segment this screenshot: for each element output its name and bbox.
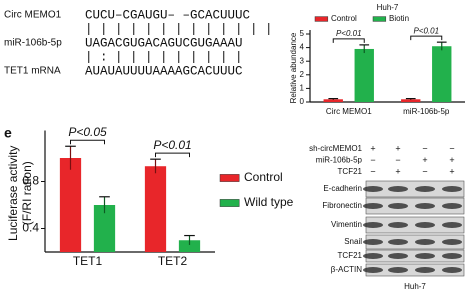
legend-swatch (372, 16, 387, 22)
y-tick-label: 1 (300, 84, 305, 93)
y-tick-label: 0 (300, 97, 305, 106)
legend-label: Control (244, 170, 283, 184)
cell-line-label: Huh-7 (404, 282, 426, 291)
blot-row-label: Snail (344, 237, 362, 246)
y-tick-label: 0.4 (22, 221, 39, 235)
x-tick-label: TET1 (73, 254, 103, 268)
condition-sign: + (449, 166, 454, 176)
blot-row-label: β-ACTIN (331, 265, 362, 274)
bar (323, 99, 343, 102)
legend-label: Control (331, 14, 357, 23)
condition-sign: − (449, 143, 454, 153)
y-axis-label: Luciferase activity (6, 146, 20, 241)
annotation: P<0.01 (153, 138, 191, 152)
y-tick-label: 0.8 (22, 174, 39, 188)
condition-sign: + (395, 166, 400, 176)
condition-sign: − (395, 155, 400, 165)
significance-bracket (155, 152, 190, 158)
band (388, 267, 408, 273)
legend-swatch (219, 199, 240, 207)
band (363, 203, 383, 209)
condition-sign: + (395, 143, 400, 153)
bar (178, 240, 201, 252)
condition-sign: + (422, 155, 427, 165)
pairing: | | | | | | | | | | | | | (85, 22, 273, 36)
x-tick-label: Circ MEMO1 (326, 107, 372, 116)
bar (432, 46, 452, 102)
x-tick-label: miR-106b-5p (403, 107, 450, 116)
y-tick-label: 4 (300, 43, 305, 52)
band (442, 203, 462, 209)
seq-label: Circ MEMO1 (4, 10, 62, 21)
sequence: UAGACGUGACAGUCGUGAAAU (85, 36, 243, 50)
condition-label: TCF21 (338, 167, 363, 176)
condition-sign: − (370, 166, 375, 176)
band (415, 203, 435, 209)
annotation: P<0.01 (413, 26, 439, 35)
chart-title: Huh-7 (377, 3, 399, 12)
condition-sign: − (422, 166, 427, 176)
annotation: P<0.05 (68, 125, 107, 139)
condition-sign: + (370, 143, 375, 153)
band (442, 267, 462, 273)
legend-label: Wild type (244, 195, 294, 209)
pairing: | : | | | | | | | | | (85, 50, 243, 64)
x-tick-label: TET2 (158, 254, 188, 268)
band (415, 186, 435, 192)
sequence: AUAUAUUUUAAAAGCACUUUC (85, 64, 243, 78)
seq-label: miR-106b-5p (4, 38, 62, 49)
western-blot (365, 180, 465, 277)
condition-sign: − (370, 155, 375, 165)
band (388, 222, 408, 228)
y-axis-label: Relative abundance (289, 32, 298, 103)
band (388, 239, 408, 245)
condition-label: sh-circMEMO1 (309, 144, 362, 153)
condition-label: miR-106b-5p (316, 156, 363, 165)
band (363, 253, 383, 259)
bar (93, 205, 116, 252)
legend-label: Biotin (389, 14, 409, 23)
blot-row-label: TCF21 (338, 251, 363, 260)
band (415, 267, 435, 273)
band (363, 239, 383, 245)
significance-bracket (410, 35, 443, 41)
band (442, 186, 462, 192)
sequence: CUCU–CGAUGU– –GCACUUUC (85, 8, 250, 22)
band (363, 222, 383, 228)
band (388, 253, 408, 259)
blot-row-label: E-cadherin (323, 184, 362, 193)
band (415, 222, 435, 228)
bar (59, 158, 82, 252)
y-tick-label: 3 (300, 56, 305, 65)
annotation: P<0.01 (336, 29, 362, 38)
band (363, 267, 383, 273)
y-tick-label: 2 (300, 70, 305, 79)
y-tick-label: 5 (300, 29, 305, 38)
band (415, 239, 435, 245)
legend-swatch (314, 16, 329, 22)
significance-bracket (332, 38, 365, 43)
blot-row-label: Fibronectin (322, 201, 362, 210)
band (363, 186, 383, 192)
band (388, 186, 408, 192)
legend-swatch (219, 174, 240, 182)
bar (401, 99, 421, 102)
seq-label: TET1 mRNA (4, 66, 61, 77)
band (388, 203, 408, 209)
blot-row-label: Vimentin (331, 220, 362, 229)
condition-sign: + (449, 155, 454, 165)
bar (354, 48, 374, 102)
band (442, 253, 462, 259)
band (442, 222, 462, 228)
significance-bracket (70, 139, 105, 145)
bar (144, 166, 167, 252)
y-axis-label: (F/RI ration) (20, 161, 34, 225)
band (442, 239, 462, 245)
panel-label: e (4, 125, 12, 141)
condition-sign: − (422, 143, 427, 153)
band (415, 253, 435, 259)
